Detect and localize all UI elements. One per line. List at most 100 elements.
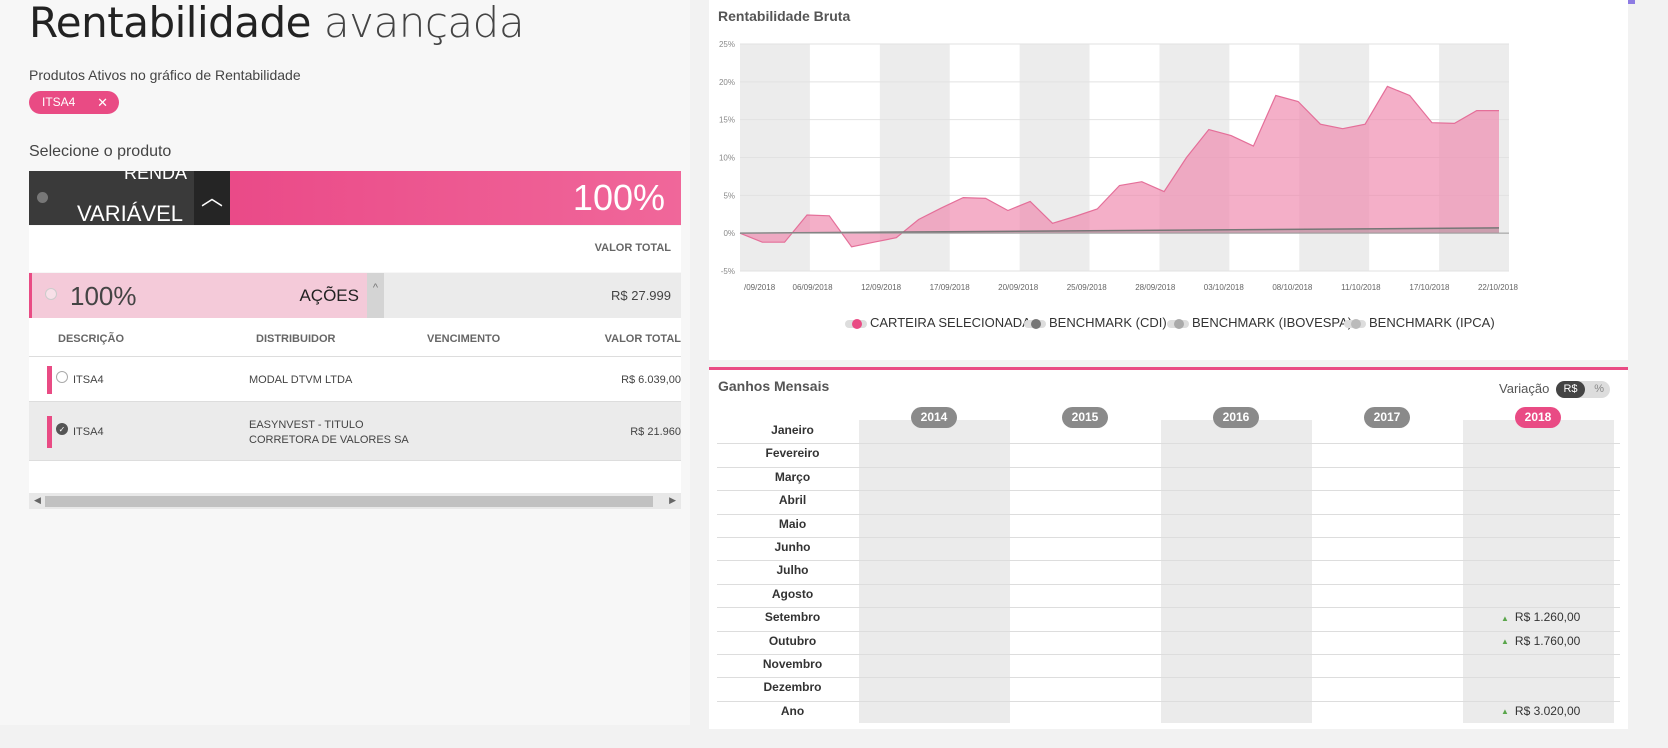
column-header-vencimento: VENCIMENTO	[427, 333, 501, 345]
divider	[717, 700, 1620, 702]
divider	[717, 537, 1620, 538]
month-label: Maio	[778, 516, 807, 531]
year-badge-2017[interactable]: 2017	[1364, 407, 1410, 428]
variation-label: Variação	[1499, 381, 1550, 396]
y-tick-label: 25%	[719, 40, 735, 49]
ganhos-title: Ganhos Mensais	[718, 378, 830, 394]
legend-label: CARTEIRA SELECIONADA	[870, 315, 1031, 330]
scroll-right-icon[interactable]: ▶	[669, 495, 676, 505]
x-tick-label: 08/10/2018	[1272, 283, 1313, 292]
radio-dot-icon[interactable]	[37, 192, 48, 203]
monthly-gain-value: ▲ R$ 1.760,00	[1501, 634, 1580, 648]
checkbox-checked-icon[interactable]: ✓	[56, 423, 68, 435]
legend-item-ibovespa[interactable]: BENCHMARK (IBOVESPA)	[1167, 315, 1352, 330]
page-title: Rentabilidade avançada	[29, 0, 525, 47]
legend-item-cdi[interactable]: BENCHMARK (CDI)	[1024, 315, 1167, 330]
divider	[717, 607, 1620, 609]
divider	[717, 560, 1620, 562]
x-tick-label: 06/09/2018	[793, 283, 834, 292]
chip-label: ITSA4	[42, 95, 76, 109]
renda-variavel-bar[interactable]: RENDA VARIÁVEL ︿ 100%	[29, 171, 681, 225]
acoes-row[interactable]: 100% AÇÕES ^ R$ 27.999	[29, 273, 681, 318]
month-label: Janeiro	[771, 423, 814, 437]
year-badge-2018[interactable]: 2018	[1515, 407, 1561, 428]
month-label: Novembro	[762, 657, 823, 671]
scrollbar-thumb[interactable]	[45, 496, 653, 507]
monthly-gain-value: ▲ R$ 1.260,00	[1501, 610, 1580, 624]
page-title-light: avançada	[323, 0, 525, 47]
active-product-chip[interactable]: ITSA4 ✕	[29, 91, 119, 114]
left-panel: Rentabilidade avançada Produtos Ativos n…	[0, 0, 690, 725]
row-marker	[47, 416, 52, 448]
y-tick-label: 0%	[723, 229, 735, 238]
x-tick-label: 22/10/2018	[1478, 283, 1519, 292]
x-tick-label: 12/09/2018	[861, 283, 902, 292]
radio-dot-icon[interactable]	[45, 288, 57, 300]
x-tick-label: /09/2018	[744, 283, 776, 292]
year-badge-2015[interactable]: 2015	[1062, 407, 1108, 428]
year-badge-2016[interactable]: 2016	[1213, 407, 1259, 428]
row-distributor-line1: EASYNVEST - TITULO	[249, 419, 364, 431]
gain-amount: R$ 3.020,00	[1514, 703, 1581, 718]
chevron-up-icon[interactable]: ︿	[194, 171, 230, 225]
legend-item-ipca[interactable]: BENCHMARK (IPCA)	[1344, 315, 1495, 330]
arrow-up-icon: ▲	[1501, 707, 1509, 717]
chart-legend: CARTEIRA SELECIONADA BENCHMARK (CDI) BEN…	[709, 315, 1628, 335]
divider	[29, 460, 681, 461]
legend-item-carteira[interactable]: CARTEIRA SELECIONADA	[845, 315, 1031, 330]
page-title-strong: Rentabilidade	[29, 0, 312, 47]
row-distributor: MODAL DTVM LTDA	[249, 374, 353, 386]
table-row[interactable]: ITSA4 MODAL DTVM LTDA R$ 6.039,00	[29, 357, 681, 401]
scroll-left-icon[interactable]: ◀	[34, 495, 41, 505]
acoes-percent: 100%	[70, 281, 137, 311]
renda-variavel-line1: RENDA	[124, 171, 188, 183]
year-column	[859, 420, 1010, 723]
renda-variavel-header: RENDA VARIÁVEL	[29, 171, 194, 225]
carteira-line	[739, 85, 1499, 248]
horizontal-scrollbar[interactable]: ◀ ▶	[29, 493, 681, 509]
row-value: R$ 6.039,00	[621, 374, 681, 386]
year-badge-2014[interactable]: 2014	[911, 407, 957, 428]
acoes-name: AÇÕES	[299, 286, 359, 305]
x-tick-label: 17/09/2018	[930, 283, 971, 292]
rentabilidade-bruta-panel: Rentabilidade Bruta 25% 20% 15% 10% 5% 0% -5% /…	[709, 0, 1628, 360]
month-label: Março	[774, 469, 811, 484]
legend-label: BENCHMARK (IPCA)	[1369, 315, 1495, 330]
renda-variavel-line2: VARIÁVEL	[77, 201, 183, 225]
products-table: DESCRIÇÃO DISTRIBUIDOR VENCIMENTO VALOR …	[29, 318, 681, 496]
rentabilidade-chart: 25% 20% 15% 10% 5% 0% -5% /09/2018 06/09/2018 12/…	[719, 40, 1519, 292]
variation-switch[interactable]: R$ %	[1556, 381, 1610, 399]
legend-label: BENCHMARK (CDI)	[1049, 315, 1167, 330]
month-label: Fevereiro	[765, 446, 820, 461]
x-tick-label: 28/09/2018	[1135, 283, 1176, 292]
active-products-label: Produtos Ativos no gráfico de Rentabilid…	[29, 67, 301, 83]
variation-toggle: Variação R$ %	[1499, 381, 1610, 399]
month-label: Outubro	[768, 633, 817, 648]
gain-amount: R$ 1.760,00	[1514, 633, 1581, 648]
month-label: Abril	[778, 493, 807, 508]
variation-option-rs[interactable]: R$	[1556, 381, 1585, 399]
table-row[interactable]: ✓ ITSA4 EASYNVEST - TITULO CORRETORA DE …	[29, 402, 681, 460]
divider	[717, 513, 1620, 515]
month-label: Dezembro	[763, 680, 822, 695]
close-icon[interactable]: ✕	[97, 95, 108, 110]
chevron-up-small-icon[interactable]: ^	[367, 273, 384, 318]
carteira-area	[740, 86, 1499, 247]
checkbox-unchecked-icon[interactable]	[56, 371, 68, 383]
divider	[717, 583, 1620, 585]
renda-variavel-percent-bar: 100%	[230, 171, 681, 225]
column-header-descricao: DESCRIÇÃO	[58, 333, 125, 345]
gain-amount: R$ 1.260,00	[1514, 610, 1581, 625]
x-tick-label: 03/10/2018	[1204, 283, 1245, 292]
month-label: Ano	[780, 703, 805, 718]
arrow-up-icon: ▲	[1501, 613, 1509, 623]
x-tick-label: 25/09/2018	[1067, 283, 1108, 292]
year-column	[1463, 420, 1614, 723]
valor-total-header-label: VALOR TOTAL	[594, 242, 671, 254]
y-tick-label: -5%	[721, 267, 735, 276]
x-tick-label: 17/10/2018	[1409, 283, 1450, 292]
divider	[29, 356, 681, 357]
row-description: ITSA4	[73, 426, 104, 438]
divider	[717, 677, 1620, 679]
variation-option-percent[interactable]: %	[1594, 383, 1604, 396]
